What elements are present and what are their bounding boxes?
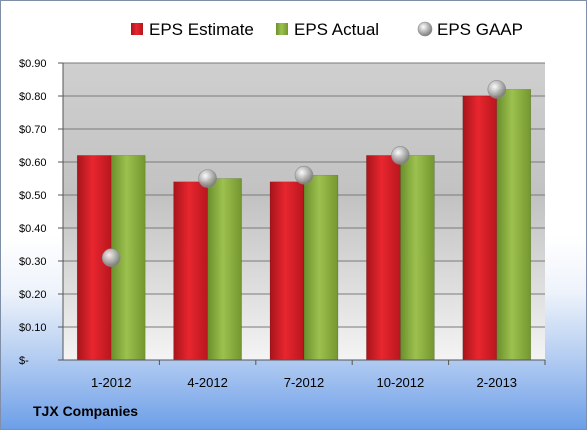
x-tick-label: 2-2013 bbox=[477, 375, 517, 390]
y-tick-label: $0.80 bbox=[19, 91, 47, 103]
bar-eps-actual bbox=[303, 174, 339, 361]
x-tick-label: 7-2012 bbox=[284, 375, 324, 390]
y-tick-label: $0.70 bbox=[19, 124, 47, 136]
marker-eps-gaap bbox=[101, 248, 121, 268]
y-tick-label: $0.30 bbox=[19, 256, 47, 268]
x-tick-label: 4-2012 bbox=[187, 375, 227, 390]
marker-eps-gaap bbox=[391, 146, 410, 165]
x-tick-label: 1-2012 bbox=[91, 375, 131, 390]
legend-eps-actual-label: EPS Actual bbox=[294, 20, 379, 39]
legend-eps-actual-swatch bbox=[276, 23, 288, 35]
legend-eps-gaap-swatch bbox=[417, 21, 433, 37]
x-tick-label: 10-2012 bbox=[377, 375, 425, 390]
legend-eps-gaap-label: EPS GAAP bbox=[437, 20, 523, 39]
y-tick-label: $0.20 bbox=[19, 289, 47, 301]
bar-eps-estimate bbox=[366, 155, 401, 361]
bar-eps-actual bbox=[207, 178, 242, 361]
company-name: TJX Companies bbox=[33, 403, 139, 419]
bar-eps-estimate bbox=[173, 181, 208, 361]
marker-eps-gaap bbox=[487, 80, 507, 99]
y-tick-label: $0.40 bbox=[19, 223, 47, 235]
y-tick-label: $0.10 bbox=[19, 322, 47, 334]
bar-eps-actual bbox=[400, 155, 435, 361]
y-tick-label: $- bbox=[19, 355, 29, 367]
bar-eps-estimate bbox=[269, 181, 305, 361]
bar-eps-estimate bbox=[462, 95, 498, 361]
marker-eps-gaap bbox=[294, 165, 314, 185]
y-tick-label: $0.50 bbox=[19, 190, 47, 202]
marker-eps-gaap bbox=[198, 169, 217, 188]
y-tick-label: $0.90 bbox=[19, 58, 47, 70]
legend-eps-estimate-label: EPS Estimate bbox=[149, 20, 254, 39]
bar-eps-actual bbox=[496, 89, 532, 361]
y-tick-label: $0.60 bbox=[19, 157, 47, 169]
legend-eps-estimate-swatch bbox=[131, 23, 143, 35]
